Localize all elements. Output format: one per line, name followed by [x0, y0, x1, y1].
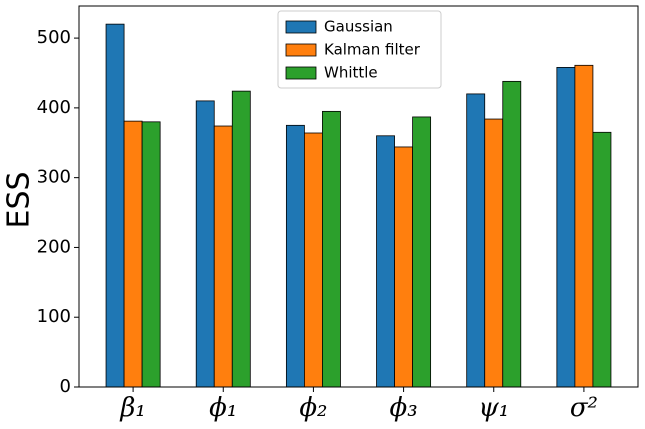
x-tick-label: β₁	[119, 393, 145, 423]
legend-box	[277, 10, 442, 89]
y-axis-label: ESS	[2, 171, 37, 228]
bar	[123, 120, 143, 388]
bar	[141, 121, 161, 388]
plot-frame	[78, 5, 639, 388]
legend-label: Gaussian	[324, 18, 393, 36]
bar	[466, 93, 486, 388]
bar	[195, 100, 215, 388]
x-tick-label: ϕ₂	[299, 393, 327, 423]
legend-swatch	[285, 43, 317, 57]
legend-label: Whittle	[324, 64, 378, 82]
bar	[574, 64, 594, 388]
x-tick-label: ψ₁	[478, 393, 509, 423]
legend-swatch	[285, 66, 317, 80]
bar	[231, 90, 251, 388]
legend-label: Kalman filter	[324, 41, 421, 59]
bar	[105, 23, 125, 388]
bar	[322, 110, 341, 388]
y-tick-label: 200	[37, 236, 71, 257]
bar	[213, 125, 233, 388]
bar	[592, 131, 612, 388]
bar	[484, 118, 504, 388]
bar	[502, 80, 522, 388]
y-tick-label: 400	[37, 97, 71, 118]
x-tick-label: σ²	[570, 393, 598, 423]
y-tick-label: 0	[60, 376, 71, 397]
bar	[412, 116, 432, 388]
y-tick-label: 100	[37, 306, 71, 327]
bar	[376, 135, 395, 388]
bar	[304, 132, 323, 388]
y-tick-label: 500	[37, 27, 71, 48]
legend-swatch	[285, 20, 317, 34]
y-tick-label: 300	[37, 167, 71, 188]
bar	[394, 146, 413, 388]
bar	[285, 124, 305, 388]
x-tick-label: ϕ₃	[390, 393, 418, 423]
bar	[556, 67, 576, 388]
x-tick-label: ϕ₁	[209, 393, 237, 423]
